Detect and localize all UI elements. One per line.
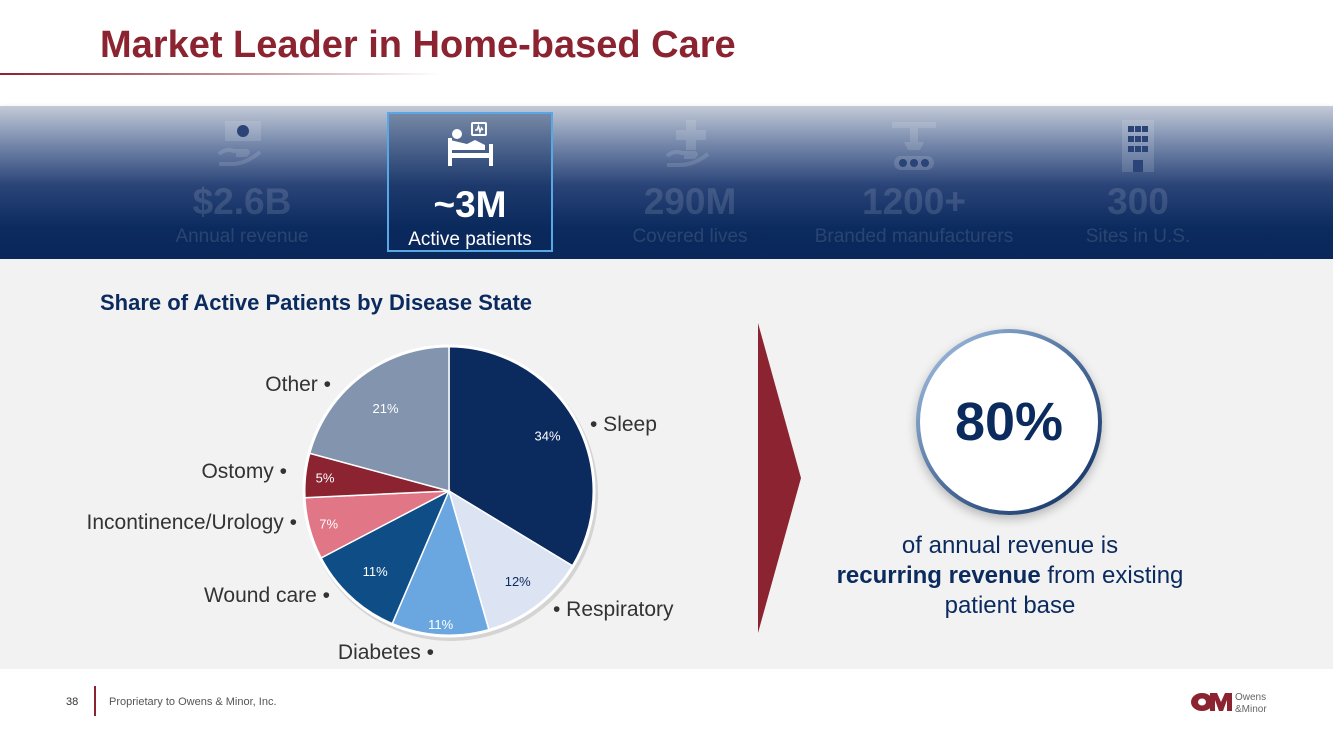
stats-band: $2.6B Annual revenue ~3M Active patients: [0, 106, 1333, 259]
pie-percent-label: 11%: [428, 617, 453, 632]
pie-percent-label: 11%: [363, 564, 388, 579]
manufacturing-robot-icon: [888, 118, 940, 179]
money-hand-icon: [216, 118, 268, 173]
logo-text-owens: Owens: [1235, 692, 1266, 703]
stat-branded-manufacturers: 1200+ Branded manufacturers: [804, 106, 1024, 259]
chart-title: Share of Active Patients by Disease Stat…: [100, 290, 533, 315]
stat-label: Active patients: [408, 229, 532, 250]
stat-label: Annual revenue: [175, 226, 309, 247]
pie-category-label: • Sleep: [590, 413, 657, 436]
footer: 38 Proprietary to Owens & Minor, Inc. Ow…: [0, 669, 1333, 749]
callout-bold: recurring revenue: [836, 562, 1041, 589]
page-title: Market Leader in Home-based Care: [100, 24, 736, 66]
pie-percent-label: 12%: [505, 574, 531, 589]
pie-category-label: Ostomy •: [201, 460, 287, 483]
pie-category-label: Other •: [265, 373, 331, 396]
building-icon: [1118, 118, 1158, 179]
stat-covered-lives: 290M Covered lives: [590, 106, 790, 259]
stat-value: 1200+: [862, 181, 966, 222]
recurring-percent: 80%: [954, 392, 1064, 452]
logo-text-minor: &Minor: [1235, 704, 1267, 715]
stat-label: Branded manufacturers: [814, 226, 1014, 247]
recurring-revenue-text: of annual revenue is recurring revenue f…: [830, 531, 1190, 621]
pie-percent-label: 34%: [535, 428, 561, 443]
medical-cross-hand-icon: [664, 118, 716, 173]
page-number: 38: [66, 696, 79, 708]
stat-value: 290M: [643, 181, 737, 222]
stat-annual-revenue: $2.6B Annual revenue: [132, 106, 352, 259]
patient-bed-icon: [445, 122, 495, 173]
pie-percent-label: 21%: [373, 401, 399, 416]
owens-minor-logo: Owens &Minor: [1191, 692, 1267, 715]
pie-percent-label: 5%: [316, 470, 335, 485]
pie-outline: [302, 344, 596, 638]
stat-label: Covered lives: [632, 226, 748, 247]
stat-value: $2.6B: [192, 181, 292, 222]
stat-sites: 300 Sites in U.S.: [1048, 106, 1228, 259]
pie-category-label: Wound care •: [204, 584, 330, 607]
pie-category-label: • Respiratory: [553, 598, 674, 621]
main-panel: Share of Active Patients by Disease Stat…: [0, 259, 1333, 669]
footer-divider: [94, 686, 96, 716]
stat-value: 300: [1107, 181, 1169, 222]
chevron-arrow-icon: [758, 323, 801, 633]
stat-value: ~3M: [433, 184, 507, 225]
pie-percent-label: 7%: [319, 517, 338, 532]
title-underline: [0, 73, 440, 75]
pie-category-label: Diabetes •: [338, 641, 434, 664]
callout-line-1: of annual revenue is: [901, 532, 1119, 559]
pie-category-label: Incontinence/Urology •: [87, 511, 297, 534]
stat-label: Sites in U.S.: [1085, 226, 1191, 247]
callout-line-2: from existing patient base: [944, 562, 1184, 619]
pie-chart: 34% • Sleep 12% • Respiratory 11% Diabetes • 1…: [87, 344, 674, 664]
percent-circle: 80%: [916, 329, 1102, 515]
proprietary-notice: Proprietary to Owens & Minor, Inc.: [109, 696, 277, 708]
stat-active-patients: ~3M Active patients: [387, 112, 553, 252]
